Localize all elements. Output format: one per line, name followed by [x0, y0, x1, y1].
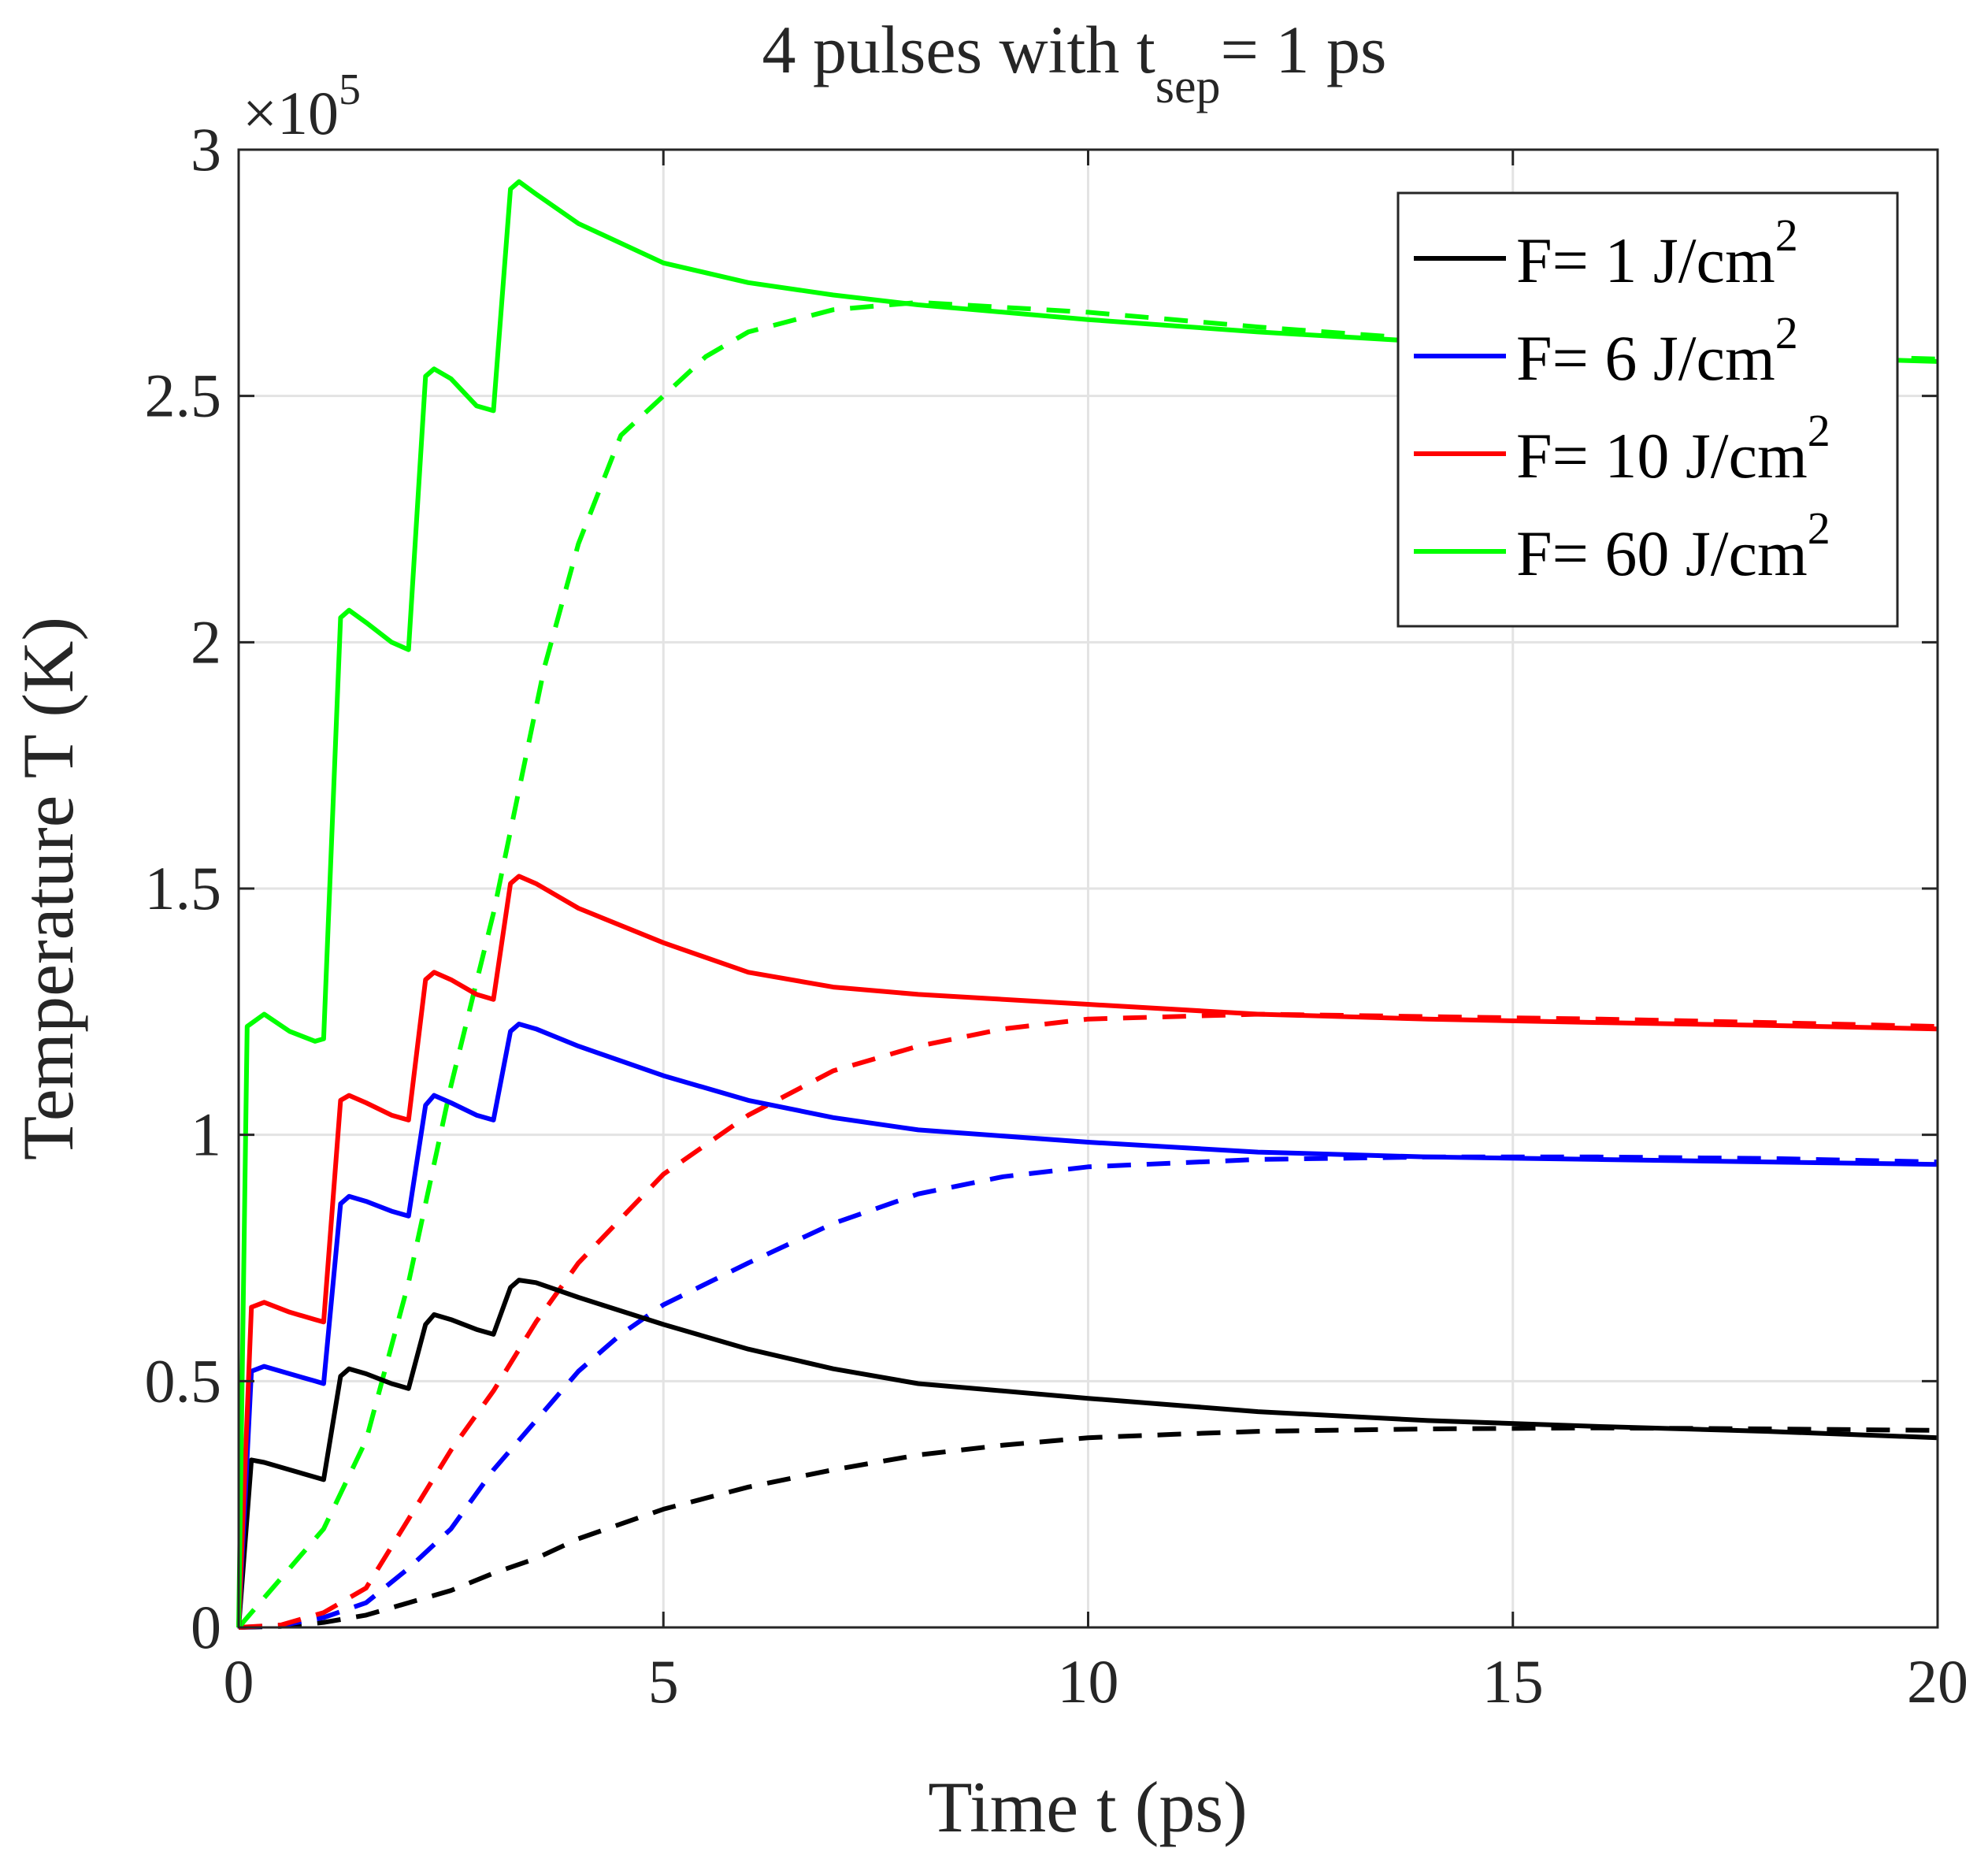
legend-label-text: F= 60 J/cm [1516, 518, 1808, 589]
y-axis-multiplier-exponent: 5 [339, 65, 361, 114]
legend-label: F= 6 J/cm2 [1516, 307, 1798, 394]
legend-label-superscript: 2 [1808, 503, 1830, 554]
data-lines [236, 179, 1938, 1630]
x-tick-label: 20 [1907, 1647, 1968, 1716]
legend-box [1396, 191, 1899, 628]
chart-title-main: 4 pulses with t [762, 12, 1155, 87]
y-tick-label: 1.5 [145, 854, 222, 922]
series-dashed-line-1 [238, 1154, 1938, 1630]
y-tick-label: 3 [191, 115, 221, 184]
x-axis-label: Time t (ps) [928, 1767, 1248, 1847]
chart-title-sub: sep [1155, 60, 1221, 113]
x-tick-label: 15 [1482, 1647, 1544, 1716]
legend-label-text: F= 1 J/cm [1516, 224, 1775, 296]
legend-label-text: F= 10 J/cm [1516, 420, 1808, 492]
series-solid-line-0 [236, 1278, 1938, 1628]
series-dashed-line-3 [236, 299, 1938, 1629]
y-tick-label: 1 [191, 1100, 221, 1169]
chart-title: 4 pulses with tsep= 1 ps [762, 12, 1387, 113]
y-tick-label: 0.5 [145, 1346, 222, 1415]
y-tick-label: 2.5 [145, 362, 222, 430]
x-tick-label: 0 [224, 1647, 254, 1716]
x-tick-label: 10 [1058, 1647, 1119, 1716]
y-tick-label: 2 [191, 607, 221, 676]
series-dashed-line-0 [238, 1425, 1938, 1630]
series-solid-line-2 [236, 874, 1938, 1628]
series-solid-line-3 [236, 179, 1938, 1628]
legend-label-superscript: 2 [1775, 307, 1798, 358]
grid [239, 150, 1938, 1627]
series-solid-line-1 [236, 1022, 1938, 1628]
chart-title-tail: = 1 ps [1220, 12, 1386, 87]
legend-label-superscript: 2 [1808, 405, 1830, 456]
y-axis-multiplier-base: ×10 [243, 79, 339, 147]
legend-label: F= 60 J/cm2 [1516, 503, 1830, 589]
legend-label-superscript: 2 [1775, 210, 1798, 261]
y-axis-multiplier: ×105 [243, 65, 361, 147]
y-axis-label: Temperature T (K) [8, 617, 88, 1160]
legend-label: F= 10 J/cm2 [1516, 405, 1830, 492]
x-tick-labels: 0 5 10 15 20 [224, 1647, 1969, 1716]
x-tick-label: 5 [648, 1647, 679, 1716]
legend-label-text: F= 6 J/cm [1516, 322, 1775, 394]
tick-marks [237, 148, 1939, 1629]
y-tick-labels: 0 0.5 1 1.5 2 2.5 3 [145, 115, 222, 1661]
y-tick-label: 0 [191, 1593, 221, 1661]
legend-label: F= 1 J/cm2 [1516, 210, 1798, 296]
